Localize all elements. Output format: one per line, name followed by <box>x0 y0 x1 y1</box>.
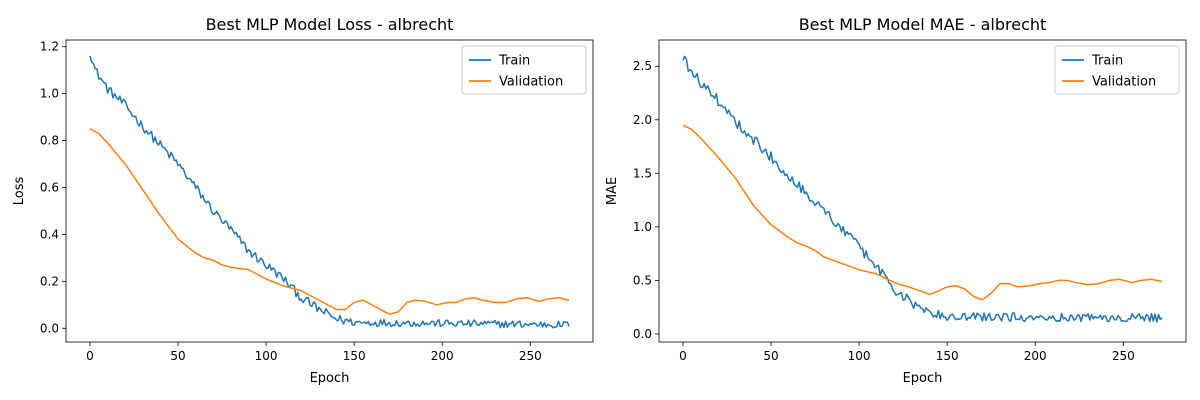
x-tick-label: 150 <box>343 349 366 363</box>
y-tick-label: 0.8 <box>40 134 59 148</box>
x-axis-label: Epoch <box>903 371 943 386</box>
y-tick-label: 2.5 <box>633 59 652 73</box>
chart-title: Best MLP Model MAE - albrecht <box>799 15 1047 34</box>
chart-mae: Best MLP Model MAE - albrecht 0 50 100 150 20… <box>605 15 1187 386</box>
y-tick-label: 1.0 <box>40 87 59 101</box>
x-tick-label: 200 <box>431 349 454 363</box>
y-tick-label: 2.0 <box>633 113 652 127</box>
chart-loss: Best MLP Model Loss - albrecht 0 50 100 150 2… <box>12 15 594 386</box>
chart-title: Best MLP Model Loss - albrecht <box>206 15 454 34</box>
legend-label-train: Train <box>498 54 530 69</box>
x-tick-label: 250 <box>1112 349 1135 363</box>
x-axis-label: Epoch <box>310 371 350 386</box>
legend: Train Validation <box>1054 45 1180 95</box>
x-tick-label: 0 <box>86 349 94 363</box>
legend-label-train: Train <box>1091 54 1123 69</box>
y-tick-label: 0.0 <box>40 321 59 335</box>
x-tick-label: 250 <box>519 349 542 363</box>
series-line-train <box>682 55 1163 323</box>
x-tick-label: 50 <box>763 349 778 363</box>
y-tick-label: 0.2 <box>40 274 59 288</box>
legend-box <box>461 45 587 95</box>
legend-label-validation: Validation <box>499 75 563 90</box>
x-tick-label: 150 <box>936 349 959 363</box>
series-line-validation <box>682 124 1163 301</box>
y-tick-label: 0.4 <box>40 227 59 241</box>
y-tick-label: 1.0 <box>633 220 652 234</box>
y-tick-label: 0.0 <box>633 327 652 341</box>
plot-frame <box>658 39 1187 343</box>
y-tick-label: 0.6 <box>40 180 59 194</box>
series-line-validation <box>89 128 570 315</box>
y-tick-label: 1.5 <box>633 166 652 180</box>
series-line-train <box>89 55 570 329</box>
x-tick-label: 50 <box>170 349 185 363</box>
legend-box <box>1054 45 1180 95</box>
x-tick-label: 0 <box>679 349 687 363</box>
plot-frame <box>65 39 594 343</box>
x-tick-label: 200 <box>1024 349 1047 363</box>
x-tick-label: 100 <box>848 349 871 363</box>
x-tick-label: 100 <box>255 349 278 363</box>
y-tick-label: 1.2 <box>40 40 59 54</box>
legend: Train Validation <box>461 45 587 95</box>
y-axis-label: Loss <box>12 177 27 206</box>
y-tick-label: 0.5 <box>633 273 652 287</box>
y-axis-label: MAE <box>605 177 620 205</box>
legend-label-validation: Validation <box>1092 75 1156 90</box>
